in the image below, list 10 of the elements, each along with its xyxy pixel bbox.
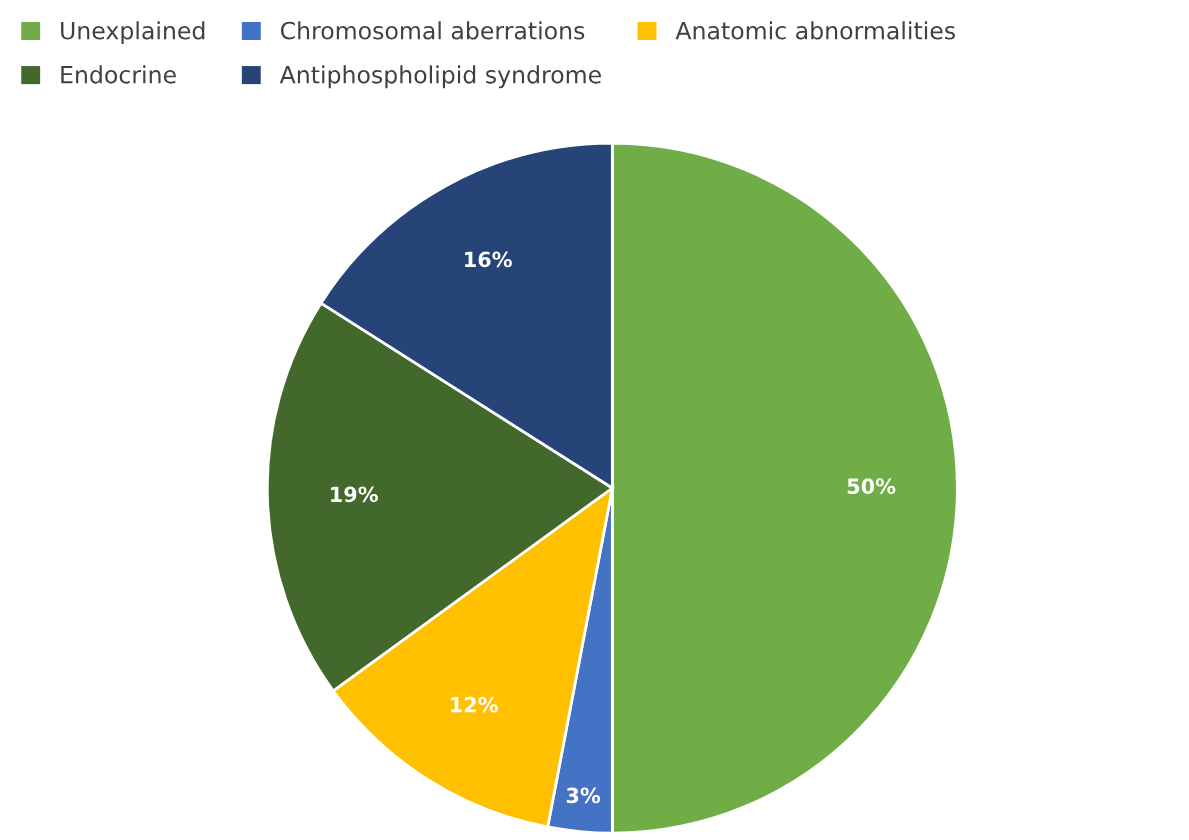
data-label: 16% [465, 251, 512, 268]
data-label: 3% [566, 787, 601, 804]
legend-label: Unexplained [61, 21, 205, 45]
legend-label: Chromosomal aberrations [280, 21, 585, 40]
legend-label: Anatomic abnormalities [675, 21, 955, 40]
legend-label: Antiphospholipid syndrome [279, 65, 601, 89]
data-label: 12% [451, 696, 498, 713]
legend-label: Endocrine [61, 65, 176, 84]
data-label: 50% [847, 478, 896, 495]
data-label: 19% [331, 486, 378, 503]
